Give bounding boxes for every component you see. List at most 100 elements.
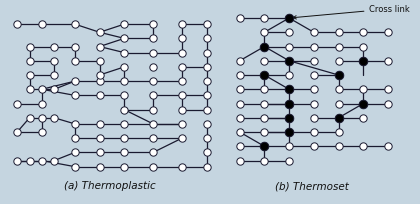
Point [360,46,367,49]
Point [261,159,268,162]
Point [71,165,78,169]
Point [310,74,317,77]
Point [286,102,292,106]
Point [360,88,367,91]
Point [71,137,78,140]
Point [96,151,103,154]
Point [178,66,185,69]
Point [335,116,342,120]
Point [26,60,33,63]
Point [96,80,103,83]
Point [121,165,128,169]
Point [121,94,128,98]
Point [385,145,391,148]
Point [203,80,210,83]
Point [96,60,103,63]
Point [51,46,58,49]
Point [71,80,78,83]
Point [286,131,292,134]
Point [236,74,243,77]
Point [150,151,157,154]
Point [51,88,58,91]
Text: Cross link: Cross link [293,5,410,20]
Point [96,123,103,126]
Point [286,88,292,91]
Point [310,145,317,148]
Point [150,94,157,98]
Point [121,80,128,83]
Point [286,31,292,35]
Point [236,159,243,162]
Point [335,31,342,35]
Point [335,74,342,77]
Point [39,116,45,120]
Point [236,88,243,91]
Point [121,137,128,140]
Point [26,46,33,49]
Point [385,60,391,63]
Text: (a) Thermoplastic: (a) Thermoplastic [64,180,156,190]
Point [236,17,243,21]
Point [261,31,268,35]
Point [121,123,128,126]
Point [203,165,210,169]
Point [236,116,243,120]
Point [96,94,103,98]
Point [150,52,157,55]
Point [121,23,128,27]
Point [96,46,103,49]
Point [261,131,268,134]
Point [335,116,342,120]
Point [14,159,21,162]
Point [335,74,342,77]
Point [178,165,185,169]
Point [121,109,128,112]
Text: (b) Thermoset: (b) Thermoset [275,180,349,190]
Point [310,88,317,91]
Point [51,116,58,120]
Point [360,116,367,120]
Point [236,145,243,148]
Point [178,137,185,140]
Point [310,60,317,63]
Point [286,145,292,148]
Point [51,159,58,162]
Point [121,66,128,69]
Point [96,31,103,35]
Point [26,116,33,120]
Point [286,88,292,91]
Point [385,88,391,91]
Point [286,60,292,63]
Point [286,116,292,120]
Point [286,159,292,162]
Point [39,102,45,106]
Point [14,102,21,106]
Point [385,31,391,35]
Point [286,102,292,106]
Point [178,109,185,112]
Point [335,46,342,49]
Point [14,131,21,134]
Point [310,31,317,35]
Point [335,131,342,134]
Point [121,151,128,154]
Point [310,116,317,120]
Point [96,165,103,169]
Point [360,60,367,63]
Point [286,46,292,49]
Point [26,88,33,91]
Point [150,23,157,27]
Point [96,74,103,77]
Point [335,102,342,106]
Point [261,145,268,148]
Point [286,131,292,134]
Point [150,66,157,69]
Point [261,46,268,49]
Point [310,131,317,134]
Point [150,38,157,41]
Point [39,131,45,134]
Point [310,102,317,106]
Point [71,23,78,27]
Point [96,137,103,140]
Point [39,159,45,162]
